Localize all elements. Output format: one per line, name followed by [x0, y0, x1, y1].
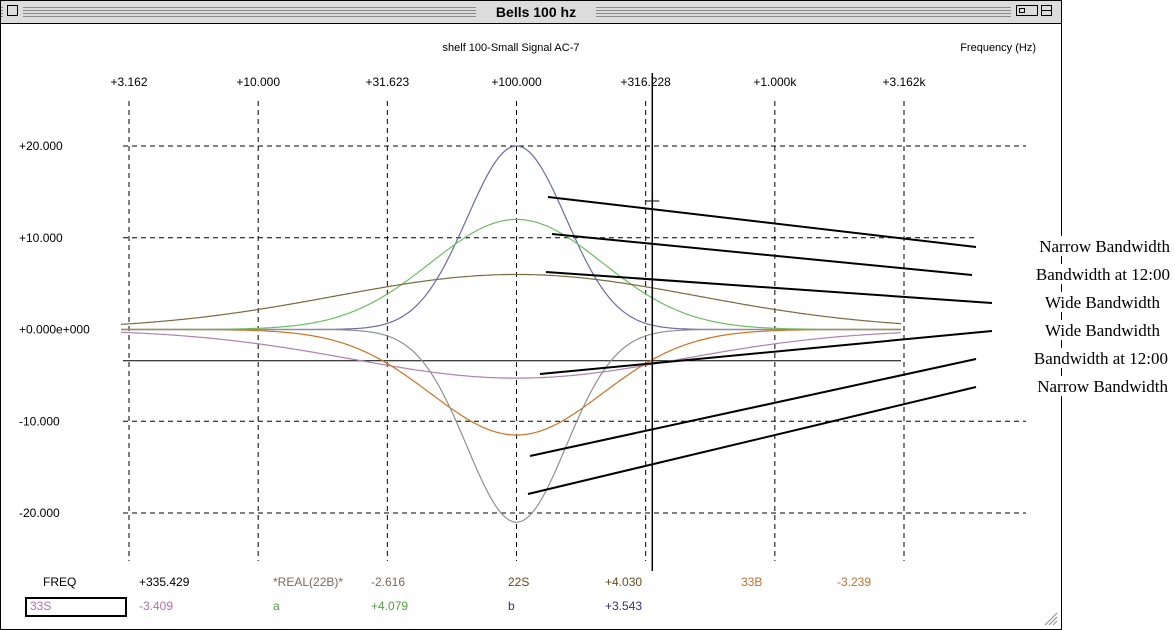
readout-value: +4.030 [605, 575, 643, 589]
chart-area: shelf 100-Small Signal AC-7 Frequency (H… [19, 42, 1036, 571]
y-tick-label: +10.000 [19, 231, 63, 245]
x-tick-label: +3.162 [110, 75, 147, 89]
series-line [121, 328, 901, 436]
x-tick-label: +1.000k [753, 75, 797, 89]
tick-labels: +3.162 +10.000 +31.623 +100.000 +316.228 +1.0… [19, 75, 927, 520]
readout-value: 33S [30, 599, 52, 613]
annotation-label: Wide Bandwidth [1045, 293, 1160, 312]
series-line [121, 331, 902, 379]
y-tick-label: +0.000e+000 [19, 323, 90, 337]
x-tick-label: +316.228 [620, 75, 671, 89]
x-tick-label: +3.162k [882, 75, 926, 89]
readout-value: +4.079 [371, 599, 409, 613]
series-line [120, 273, 902, 325]
readout-value: -3.239 [837, 575, 872, 589]
plot-window: Bells 100 hz shelf 100-Small Signal AC-7… [0, 0, 1062, 630]
title-bar[interactable]: Bells 100 hz [1, 1, 1061, 24]
y-tick-label: -10.000 [19, 414, 60, 428]
readout-value: a [273, 599, 280, 613]
readout-value: +335.429 [139, 575, 190, 589]
x-tick-label: +31.623 [365, 75, 409, 89]
zoom-box-inner-icon [1019, 8, 1025, 13]
cursor[interactable] [645, 73, 660, 571]
window-title: Bells 100 hz [495, 4, 577, 20]
annotation-background [1062, 236, 1175, 406]
readout-value: b [508, 599, 515, 613]
readout-value: -3.409 [139, 599, 174, 613]
selected-trace-box[interactable] [25, 597, 127, 617]
readout-value: -2.616 [371, 575, 406, 589]
collapse-box-line-icon [1042, 10, 1051, 11]
chart-title: shelf 100-Small Signal AC-7 [443, 42, 580, 54]
series-lines [120, 145, 902, 523]
y-tick-label: -20.000 [19, 506, 60, 520]
x-tick-label: +100.000 [491, 75, 542, 89]
resize-grip-icon[interactable] [1041, 609, 1059, 627]
x-axis-label: Frequency (Hz) [960, 42, 1036, 54]
close-box-icon[interactable] [7, 5, 18, 16]
readout-value: +3.543 [605, 599, 643, 613]
x-tick-label: +10.000 [236, 75, 280, 89]
collapse-box-icon[interactable] [1041, 5, 1052, 16]
window-title-area: Bells 100 hz [476, 3, 596, 21]
series-line [121, 218, 901, 331]
readout-value: *REAL(22B)* [273, 575, 344, 589]
readout-value: 33B [741, 575, 763, 589]
annotation-label: Wide Bandwidth [1045, 321, 1160, 340]
y-tick-label: +20.000 [19, 139, 63, 153]
readout-value: 22S [508, 575, 530, 589]
title-bar-bottom-edge [1, 19, 1061, 23]
series-line [121, 328, 901, 523]
readout-value: FREQ [43, 575, 77, 589]
zoom-box-icon[interactable] [1016, 5, 1038, 16]
